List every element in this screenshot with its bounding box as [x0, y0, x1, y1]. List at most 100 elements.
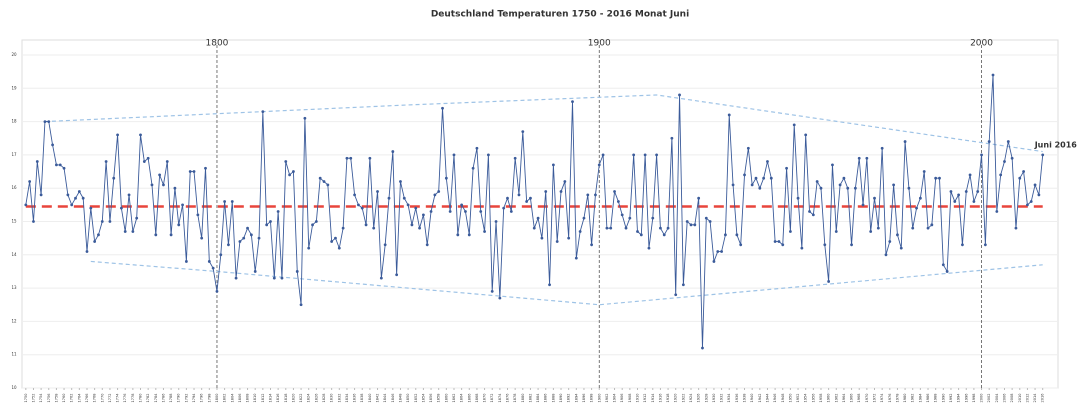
- x-tick-label: 1816: [276, 394, 280, 403]
- envelope-line: [90, 260, 1043, 306]
- x-tick-label: 1776: [123, 394, 127, 403]
- data-point: [314, 220, 318, 223]
- x-tick-label: 2002: [987, 394, 991, 403]
- x-tick-label: 1810: [253, 394, 257, 403]
- x-tick-label: 1988: [934, 394, 938, 403]
- data-point: [555, 240, 559, 243]
- data-point: [349, 156, 353, 160]
- data-point: [242, 236, 246, 240]
- data-point: [272, 276, 276, 280]
- data-point: [379, 276, 383, 280]
- x-tick-label: 1956: [811, 394, 815, 403]
- x-tick-label: 1786: [161, 394, 165, 403]
- data-point: [968, 173, 972, 177]
- data-point: [976, 190, 980, 193]
- x-tick-label: 2010: [1018, 394, 1022, 403]
- data-point: [265, 223, 269, 227]
- data-point: [716, 250, 720, 253]
- data-point: [941, 263, 945, 267]
- data-point: [651, 216, 655, 220]
- data-point: [165, 160, 169, 163]
- x-tick-label: 1978: [895, 394, 899, 403]
- data-point: [422, 213, 425, 217]
- data-point: [754, 176, 758, 180]
- x-tick-label: 1902: [605, 394, 609, 403]
- data-point: [586, 193, 590, 197]
- data-point: [536, 216, 540, 220]
- data-point: [819, 186, 823, 190]
- x-tick-label: 1922: [681, 394, 685, 403]
- x-tick-label: 1894: [574, 393, 578, 403]
- x-tick-label: 1790: [177, 394, 181, 403]
- y-tick-label: 18: [11, 119, 17, 124]
- data-point: [502, 206, 506, 210]
- x-tick-label: 1982: [911, 394, 915, 403]
- x-tick-label: 1968: [857, 394, 861, 403]
- x-tick-label: 1872: [490, 394, 494, 403]
- data-point: [357, 203, 360, 207]
- data-point: [116, 133, 119, 137]
- data-point: [582, 216, 586, 220]
- x-tick-label: 1806: [238, 394, 242, 403]
- data-point: [605, 226, 609, 230]
- data-point: [448, 210, 452, 213]
- data-point: [249, 233, 253, 237]
- x-tick-label: 1888: [551, 394, 555, 403]
- data-point: [433, 193, 437, 197]
- x-tick-label: 1804: [230, 393, 234, 403]
- x-tick-label: 1948: [781, 394, 785, 403]
- x-tick-label: 1770: [100, 394, 104, 403]
- data-point: [1033, 183, 1037, 187]
- x-tick-label: 1918: [666, 394, 670, 403]
- y-tick-label: 16: [11, 185, 17, 190]
- data-point: [1014, 226, 1018, 230]
- x-tick-label: 1838: [360, 394, 364, 403]
- x-tick-label: 1840: [368, 394, 372, 403]
- data-point: [708, 220, 712, 223]
- marker-label: 2000: [970, 39, 993, 49]
- x-tick-label: 1772: [108, 394, 112, 403]
- data-point: [647, 246, 651, 250]
- x-tick-label: 1970: [865, 394, 869, 403]
- data-point: [957, 193, 961, 197]
- data-point: [578, 230, 582, 233]
- data-point: [303, 116, 307, 120]
- x-tick-label: 1752: [31, 394, 35, 403]
- x-tick-label: 1930: [712, 394, 716, 403]
- x-tick-label: 1904: [613, 393, 617, 403]
- x-tick-label: 1864: [460, 393, 464, 403]
- data-point: [815, 180, 819, 183]
- x-tick-label: 1808: [246, 394, 250, 403]
- data-point: [498, 296, 502, 300]
- data-point: [781, 243, 785, 247]
- data-point: [414, 206, 418, 210]
- data-point: [257, 236, 261, 240]
- x-tick-label: 1892: [567, 394, 571, 403]
- x-tick-label: 1828: [322, 394, 326, 403]
- data-point: [234, 276, 238, 280]
- data-point: [926, 226, 930, 230]
- data-point: [685, 220, 689, 223]
- x-tick-label: 1762: [70, 394, 74, 403]
- data-point: [746, 146, 750, 150]
- data-point: [529, 196, 532, 200]
- x-tick-label: 1934: [727, 393, 731, 403]
- data-point: [888, 240, 892, 243]
- x-tick-label: 1908: [628, 394, 632, 403]
- data-point: [571, 100, 574, 104]
- data-point: [227, 243, 230, 247]
- x-tick-label: 1980: [903, 394, 907, 403]
- data-point: [724, 233, 727, 237]
- data-point: [739, 243, 743, 247]
- x-tick-label: 1852: [414, 394, 418, 403]
- data-point: [609, 226, 613, 230]
- data-point: [100, 220, 104, 223]
- data-point: [399, 180, 402, 183]
- data-point: [831, 163, 834, 167]
- data-point: [766, 160, 769, 163]
- data-point: [918, 196, 922, 200]
- data-point: [196, 213, 200, 217]
- data-point: [777, 240, 781, 243]
- data-point: [284, 160, 288, 163]
- data-point: [678, 93, 681, 97]
